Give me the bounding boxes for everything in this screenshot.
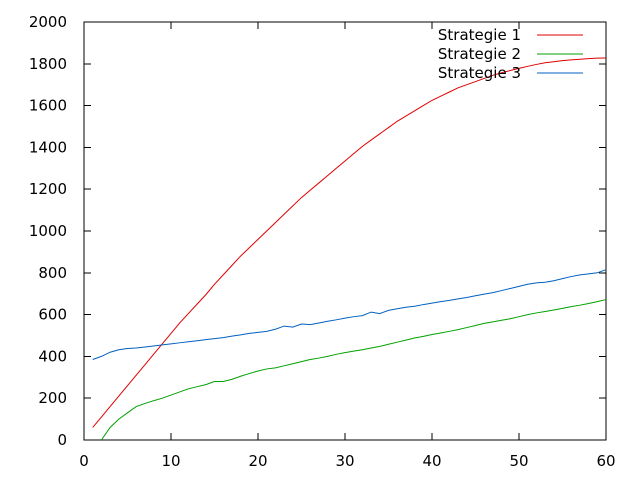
series-line-2 <box>100 299 607 441</box>
y-tick-label: 2000 <box>29 13 67 31</box>
x-tick-label: 0 <box>79 452 89 470</box>
x-tick-label: 20 <box>248 452 267 470</box>
x-tick-label: 10 <box>161 452 180 470</box>
y-tick-label: 600 <box>38 306 67 324</box>
legend-label-3: Strategie 3 <box>438 64 521 82</box>
y-tick-label: 1200 <box>29 180 67 198</box>
series-line-3 <box>92 269 607 361</box>
y-tick-label: 1000 <box>29 222 67 240</box>
y-tick-label: 800 <box>38 264 67 282</box>
x-tick-label: 60 <box>596 452 615 470</box>
y-tick-label: 1800 <box>29 55 67 73</box>
y-tick-label: 0 <box>57 431 67 449</box>
x-tick-label: 50 <box>509 452 528 470</box>
y-tick-label: 400 <box>38 347 67 365</box>
x-tick-label: 30 <box>335 452 354 470</box>
legend-label-2: Strategie 2 <box>438 45 521 63</box>
y-tick-label: 1400 <box>29 138 67 156</box>
legend-label-1: Strategie 1 <box>438 26 521 44</box>
plot-frame <box>83 21 607 441</box>
x-tick-label: 40 <box>422 452 441 470</box>
y-tick-label: 200 <box>38 389 67 407</box>
series-line-1 <box>92 57 607 428</box>
y-tick-label: 1600 <box>29 97 67 115</box>
